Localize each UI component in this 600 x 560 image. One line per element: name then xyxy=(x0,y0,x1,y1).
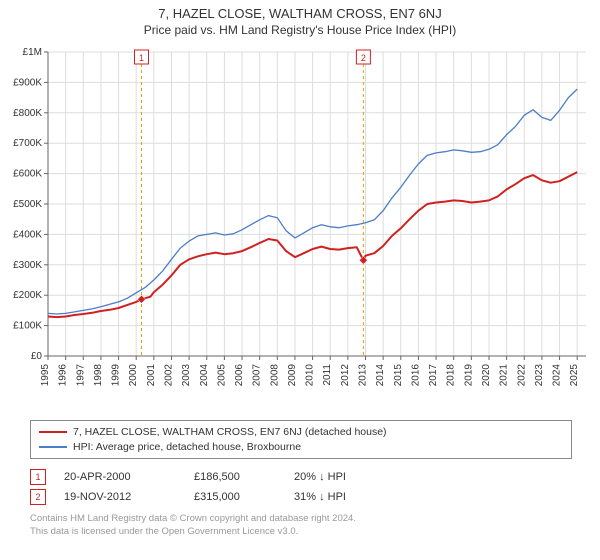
svg-text:£200K: £200K xyxy=(13,290,42,301)
tx-date: 20-APR-2000 xyxy=(64,471,194,483)
transactions-table: 1 20-APR-2000 £186,500 20% ↓ HPI 2 19-NO… xyxy=(30,467,572,507)
tx-pct: 31% ↓ HPI xyxy=(294,491,394,503)
chart-svg: 1 2 £0 £100K £200K £300K £400K £500K £600K £700K £… xyxy=(0,44,600,414)
svg-text:£500K: £500K xyxy=(13,199,42,210)
svg-text:2014: 2014 xyxy=(375,364,386,387)
legend: 7, HAZEL CLOSE, WALTHAM CROSS, EN7 6NJ (… xyxy=(30,420,572,459)
attribution-line2: This data is licensed under the Open Gov… xyxy=(30,526,572,538)
svg-text:2007: 2007 xyxy=(252,364,263,387)
svg-text:£300K: £300K xyxy=(13,260,42,271)
svg-text:2001: 2001 xyxy=(146,364,157,387)
svg-text:2019: 2019 xyxy=(463,364,474,387)
svg-text:£900K: £900K xyxy=(13,77,42,88)
svg-text:2025: 2025 xyxy=(569,364,580,387)
svg-text:£1M: £1M xyxy=(23,47,42,58)
svg-text:2022: 2022 xyxy=(516,364,527,387)
svg-text:2010: 2010 xyxy=(305,364,316,387)
svg-text:£100K: £100K xyxy=(13,321,42,332)
tx-marker-icon: 2 xyxy=(30,489,46,505)
legend-swatch-property xyxy=(39,431,67,433)
tx-pct: 20% ↓ HPI xyxy=(294,471,394,483)
transaction-row: 1 20-APR-2000 £186,500 20% ↓ HPI xyxy=(30,467,572,487)
svg-text:£600K: £600K xyxy=(13,169,42,180)
attribution-line1: Contains HM Land Registry data © Crown c… xyxy=(30,513,572,525)
svg-text:2024: 2024 xyxy=(552,364,563,387)
svg-text:2: 2 xyxy=(361,53,366,63)
legend-row-property: 7, HAZEL CLOSE, WALTHAM CROSS, EN7 6NJ (… xyxy=(39,425,563,440)
svg-text:2009: 2009 xyxy=(287,364,298,387)
svg-text:2015: 2015 xyxy=(393,364,404,387)
svg-text:2023: 2023 xyxy=(534,364,545,387)
svg-text:1999: 1999 xyxy=(111,364,122,387)
svg-text:2020: 2020 xyxy=(481,364,492,387)
svg-text:2005: 2005 xyxy=(216,364,227,387)
chart-area: 1 2 £0 £100K £200K £300K £400K £500K £600K £700K £… xyxy=(0,44,600,414)
svg-text:2008: 2008 xyxy=(269,364,280,387)
svg-text:£400K: £400K xyxy=(13,229,42,240)
svg-text:2003: 2003 xyxy=(181,364,192,387)
chart-container: 7, HAZEL CLOSE, WALTHAM CROSS, EN7 6NJ P… xyxy=(0,0,600,560)
svg-text:£0: £0 xyxy=(31,351,43,362)
svg-text:1995: 1995 xyxy=(40,364,51,387)
tx-date: 19-NOV-2012 xyxy=(64,491,194,503)
svg-text:1: 1 xyxy=(139,53,144,63)
chart-title: 7, HAZEL CLOSE, WALTHAM CROSS, EN7 6NJ xyxy=(0,0,600,21)
svg-text:2017: 2017 xyxy=(428,364,439,387)
tx-price: £315,000 xyxy=(194,491,294,503)
legend-row-hpi: HPI: Average price, detached house, Brox… xyxy=(39,440,563,455)
transaction-row: 2 19-NOV-2012 £315,000 31% ↓ HPI xyxy=(30,487,572,507)
svg-text:1996: 1996 xyxy=(58,364,69,387)
svg-text:£700K: £700K xyxy=(13,138,42,149)
footer: 7, HAZEL CLOSE, WALTHAM CROSS, EN7 6NJ (… xyxy=(30,420,572,538)
svg-text:£800K: £800K xyxy=(13,108,42,119)
tx-price: £186,500 xyxy=(194,471,294,483)
svg-text:2011: 2011 xyxy=(322,364,333,386)
svg-text:2006: 2006 xyxy=(234,364,245,387)
svg-text:2016: 2016 xyxy=(410,364,421,387)
svg-text:1997: 1997 xyxy=(75,364,86,387)
legend-swatch-hpi xyxy=(39,446,67,448)
svg-text:1998: 1998 xyxy=(93,364,104,387)
svg-text:2021: 2021 xyxy=(499,364,510,387)
attribution: Contains HM Land Registry data © Crown c… xyxy=(30,513,572,538)
svg-text:2013: 2013 xyxy=(358,364,369,387)
svg-text:2004: 2004 xyxy=(199,364,210,387)
legend-label-hpi: HPI: Average price, detached house, Brox… xyxy=(73,440,301,455)
svg-text:2002: 2002 xyxy=(163,364,174,387)
svg-text:2000: 2000 xyxy=(128,364,139,387)
svg-text:2012: 2012 xyxy=(340,364,351,387)
chart-subtitle: Price paid vs. HM Land Registry's House … xyxy=(0,21,600,37)
svg-text:2018: 2018 xyxy=(446,364,457,387)
legend-label-property: 7, HAZEL CLOSE, WALTHAM CROSS, EN7 6NJ (… xyxy=(73,425,387,440)
tx-marker-icon: 1 xyxy=(30,469,46,485)
